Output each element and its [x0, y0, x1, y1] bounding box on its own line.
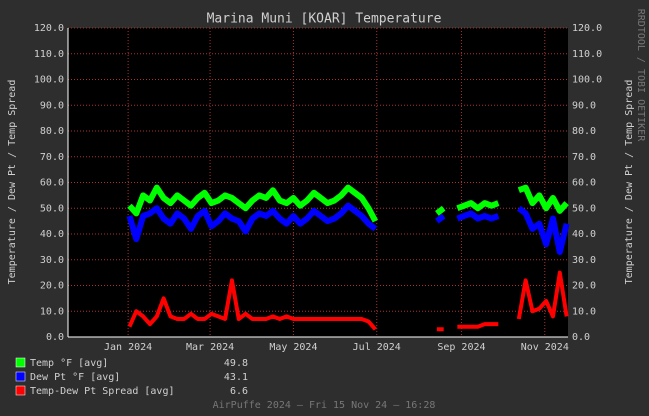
- y2-tick-label: 10.0: [572, 306, 596, 317]
- y2-tick-label: 60.0: [572, 178, 596, 189]
- x-tick-label: Jan 2024: [104, 342, 152, 353]
- x-tick-label: Jul 2024: [353, 342, 401, 353]
- legend-value: 43.1: [224, 372, 248, 383]
- legend-value: 6.6: [230, 386, 248, 397]
- series-line: [127, 184, 569, 223]
- footer: AirPuffe 2024 – Fri 15 Nov 24 – 16:28: [213, 400, 436, 411]
- y2-tick-label: 100.0: [572, 75, 602, 86]
- legend-swatch: [15, 385, 26, 396]
- y-tick-label: 10.0: [40, 306, 64, 317]
- series-line: [126, 202, 570, 256]
- y-tick-label: 100.0: [34, 75, 64, 86]
- y-tick-label: 30.0: [40, 255, 64, 266]
- y2-tick-label: 0.0: [572, 332, 590, 343]
- y2-axis-label: Temperature / Dew Pt / Temp Spread: [624, 80, 635, 285]
- y-tick-label: 120.0: [34, 23, 64, 34]
- chart-title: Marina Muni [KOAR] Temperature: [207, 12, 442, 27]
- x-tick-label: May 2024: [269, 342, 317, 353]
- x-tick-label: Sep 2024: [437, 342, 485, 353]
- y2-tick-label: 30.0: [572, 255, 596, 266]
- y-tick-label: 110.0: [34, 49, 64, 60]
- y2-tick-label: 40.0: [572, 229, 596, 240]
- legend-swatch: [15, 371, 26, 382]
- y2-tick-label: 20.0: [572, 281, 596, 292]
- y2-tick-label: 80.0: [572, 126, 596, 137]
- y-tick-label: 70.0: [40, 152, 64, 163]
- y2-tick-label: 120.0: [572, 23, 602, 34]
- y-tick-label: 60.0: [40, 178, 64, 189]
- y-tick-label: 20.0: [40, 281, 64, 292]
- legend-label: Temp °F [avg]: [30, 358, 108, 369]
- legend-swatch: [15, 357, 26, 368]
- y-tick-label: 50.0: [40, 203, 64, 214]
- y2-tick-label: 90.0: [572, 100, 596, 111]
- x-tick-label: Nov 2024: [521, 342, 569, 353]
- y2-tick-label: 110.0: [572, 49, 602, 60]
- y-tick-label: 80.0: [40, 126, 64, 137]
- x-tick-label: Mar 2024: [186, 342, 234, 353]
- y-tick-label: 40.0: [40, 229, 64, 240]
- legend-value: 49.8: [224, 358, 248, 369]
- y-tick-label: 90.0: [40, 100, 64, 111]
- legend-label: Dew Pt °F [avg]: [30, 372, 120, 383]
- legend-label: Temp-Dew Pt Spread [avg]: [30, 386, 175, 397]
- y-tick-label: 0.0: [46, 332, 64, 343]
- y2-tick-label: 70.0: [572, 152, 596, 163]
- y-axis-label: Temperature / Dew Pt / Temp Spread: [7, 80, 18, 285]
- watermark: RRDTOOL / TOBI OETIKER: [635, 9, 646, 142]
- y2-tick-label: 50.0: [572, 203, 596, 214]
- series-line: [127, 270, 569, 332]
